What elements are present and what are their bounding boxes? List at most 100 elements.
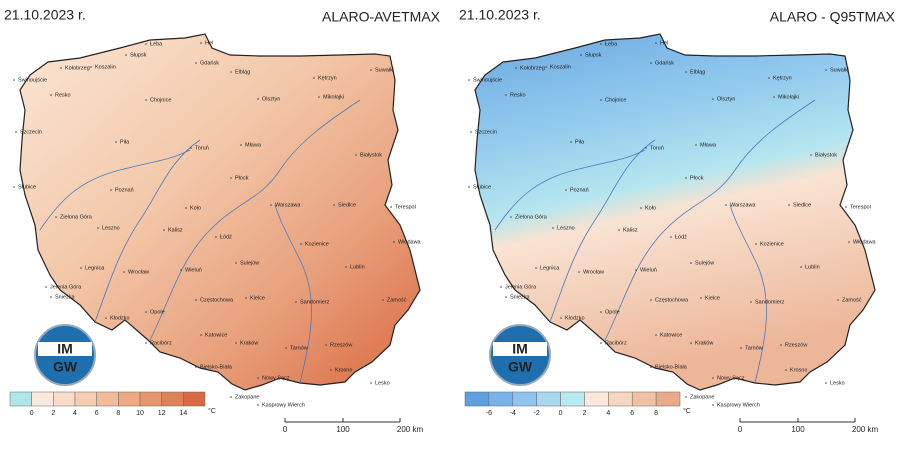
city-label: Słupsk	[585, 52, 602, 58]
colorbar-tick-label: 8	[654, 410, 658, 417]
city-label: Częstochowa	[655, 297, 689, 303]
city-dot	[640, 207, 642, 209]
city-dot	[600, 342, 602, 344]
city-dot	[578, 271, 580, 273]
city-label: Wieluń	[640, 267, 657, 273]
city-dot	[773, 96, 775, 98]
city-dot	[515, 67, 517, 69]
city-dot	[13, 79, 15, 81]
city-dot	[13, 186, 15, 188]
city-dot	[200, 334, 202, 336]
city-label: Lesko	[830, 380, 845, 386]
colorbar-tick-label: 10	[136, 410, 144, 417]
city-dot	[810, 154, 812, 156]
city-label: Tarnów	[290, 345, 308, 351]
city-dot	[712, 404, 714, 406]
city-label: Łódź	[220, 234, 232, 240]
city-label: Siedlce	[793, 202, 811, 208]
city-label: Kraków	[695, 340, 713, 346]
colorbar-segment	[96, 391, 119, 407]
city-label: Resko	[510, 92, 526, 98]
city-dot	[600, 311, 602, 313]
city-label: Kłodzko	[565, 315, 585, 321]
city-label: Wrocław	[128, 269, 149, 275]
city-dot	[257, 404, 259, 406]
city-dot	[500, 286, 502, 288]
river	[149, 99, 361, 341]
city-dot	[235, 342, 237, 344]
city-dot	[600, 99, 602, 101]
city-dot	[565, 189, 567, 191]
colorbar-tick-label: 6	[630, 410, 634, 417]
city-label: Krosno	[790, 367, 807, 373]
city-dot	[325, 344, 327, 346]
city-label: Chojnice	[150, 97, 171, 103]
city-dot	[768, 77, 770, 79]
city-label: Wieluń	[185, 267, 202, 273]
map-title: ALARO-AVETMAX	[322, 9, 441, 25]
city-label: Piła	[575, 139, 585, 145]
city-label: Zakopane	[235, 394, 259, 400]
city-label: Śnieżka	[55, 292, 76, 300]
colorbar-unit: °C	[208, 407, 216, 415]
city-dot	[685, 396, 687, 398]
city-label: Mława	[245, 142, 262, 148]
colorbar-tick-label: 0	[30, 410, 34, 417]
city-label: Siedlce	[338, 202, 356, 208]
city-label: Katowice	[660, 332, 682, 338]
city-label: Świnoujście	[18, 75, 47, 83]
river	[39, 149, 191, 231]
city-dot	[825, 382, 827, 384]
city-dot	[740, 347, 742, 349]
city-label: Olsztyn	[262, 96, 280, 102]
city-dot	[560, 317, 562, 319]
city-dot	[650, 62, 652, 64]
city-dot	[163, 229, 165, 231]
city-dot	[230, 177, 232, 179]
colorbar-segment	[655, 391, 681, 407]
city-label: Toruń	[650, 145, 664, 151]
city-label: Elbląg	[690, 69, 705, 75]
city-label: Słubice	[18, 184, 36, 190]
city-label: Wrocław	[583, 269, 604, 275]
city-dot	[785, 369, 787, 371]
city-label: Częstochowa	[200, 297, 234, 303]
city-dot	[180, 269, 182, 271]
country-outline	[474, 33, 876, 391]
city-dot	[145, 311, 147, 313]
colorbar-segment	[161, 391, 184, 407]
city-label: Gdańsk	[200, 60, 219, 66]
city-dot	[110, 189, 112, 191]
city-label: Kłodzko	[110, 315, 130, 321]
city-dot	[655, 42, 657, 44]
city-label: Bielsko-Biała	[200, 364, 233, 370]
scale-label: 0	[738, 425, 743, 434]
city-dot	[230, 396, 232, 398]
city-label: Kołobrzeg	[520, 65, 545, 71]
city-dot	[105, 317, 107, 319]
city-label: Lesko	[375, 380, 390, 386]
logo-text: GW	[508, 359, 533, 375]
colorbar-segment	[31, 391, 54, 407]
city-label: Racibórz	[150, 340, 172, 346]
city-dot	[115, 141, 117, 143]
city-dot	[580, 54, 582, 56]
colorbar-tick-label: 12	[158, 410, 166, 417]
city-dot	[618, 229, 620, 231]
city-label: Koszalin	[550, 64, 571, 70]
city-label: Elbląg	[235, 69, 250, 75]
city-dot	[145, 99, 147, 101]
city-dot	[330, 369, 332, 371]
city-label: Suwałki	[375, 67, 394, 73]
city-label: Kozienice	[305, 241, 329, 247]
city-dot	[837, 299, 839, 301]
city-label: Płock	[690, 175, 704, 181]
city-dot	[333, 204, 335, 206]
river	[549, 139, 656, 323]
logo-band	[38, 342, 92, 356]
city-label: Białystok	[815, 152, 837, 158]
river	[604, 99, 816, 341]
city-label: Terespol	[395, 204, 416, 210]
city-label: Hel	[205, 40, 213, 46]
